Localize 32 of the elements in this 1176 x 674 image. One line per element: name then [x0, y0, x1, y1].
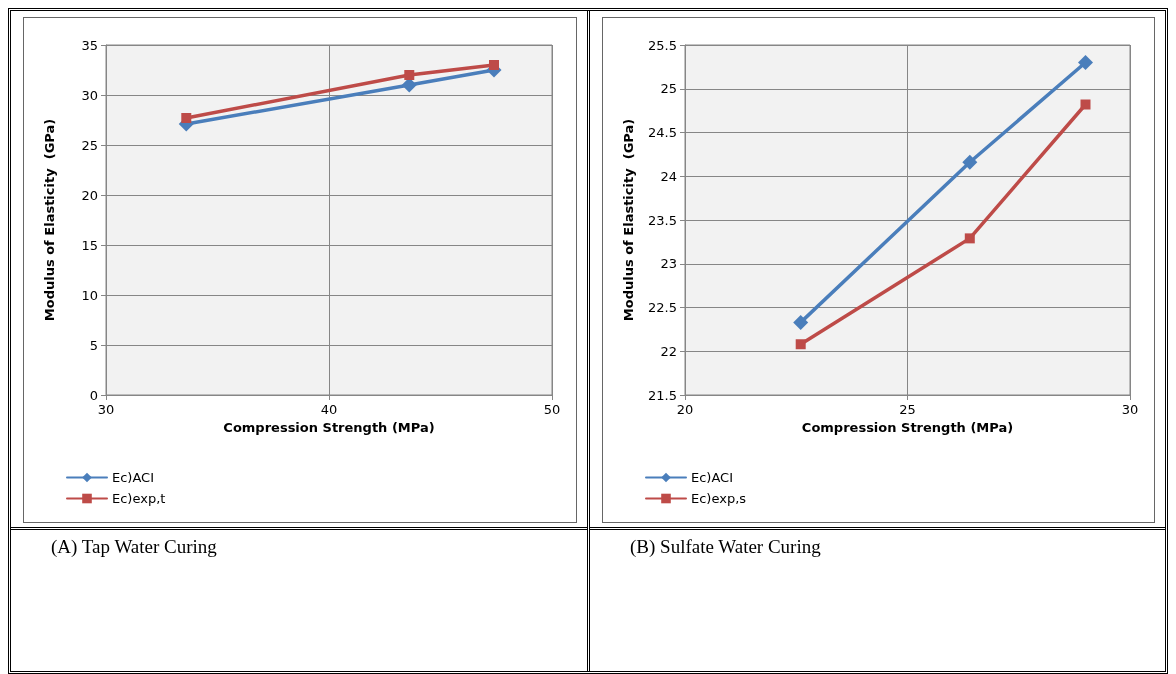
legend-label: Ec)ACI	[691, 470, 734, 485]
x-tick-label: 30	[1121, 402, 1139, 417]
text: (A) Tap Water Curing	[11, 527, 587, 671]
y-tick-label: 25.5	[648, 37, 677, 53]
y-tick-label: 5	[89, 337, 98, 353]
x-axis-title: Compression Strength (MPa)	[223, 420, 435, 435]
y-tick-label: 20	[81, 187, 98, 203]
y-axis-title: Modulus of Elasticity (GPa)	[621, 118, 636, 322]
y-tick-label: 23.5	[648, 212, 677, 228]
legend-label: Ec)ACI	[112, 470, 155, 485]
legend-label: Ec)exp,t	[112, 491, 166, 506]
y-tick-label: 35	[81, 37, 98, 53]
y-tick-label: 15	[81, 237, 98, 253]
text: (B) Sulfate Water Curing	[590, 527, 1165, 671]
y-tick-label: 22	[660, 343, 677, 359]
y-tick-label: 25	[660, 81, 677, 97]
x-tick-label: 40	[320, 402, 338, 417]
y-tick-label: 24.5	[648, 125, 677, 140]
y-tick-label: 0	[89, 387, 98, 403]
x-axis-title: Compression Strength (MPa)	[801, 420, 1014, 435]
legend-label: Ec)exp,s	[691, 491, 747, 506]
y-tick-label: 10	[81, 287, 98, 303]
y-tick-label: 25	[81, 137, 98, 153]
x-tick-label: 20	[676, 402, 694, 417]
y-tick-label: 22.5	[648, 300, 677, 315]
y-axis-title: Modulus of Elasticity (GPa)	[42, 118, 57, 322]
x-tick-label: 50	[543, 402, 561, 417]
x-tick-label: 25	[899, 402, 916, 417]
y-tick-label: 23	[660, 256, 677, 272]
y-tick-label: 30	[81, 87, 98, 103]
y-tick-label: 21.5	[648, 387, 677, 403]
y-tick-label: 24	[660, 168, 677, 184]
